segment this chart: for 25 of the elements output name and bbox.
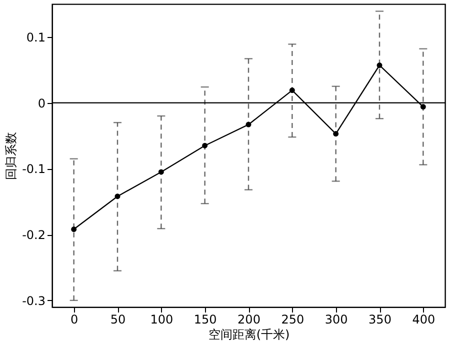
x-tick-label: 350 [368, 312, 392, 326]
x-tick-label: 250 [281, 312, 304, 326]
y-tick-label: -0.2 [22, 228, 46, 242]
x-tick-label: 0 [70, 312, 78, 326]
y-tick-label: -0.3 [22, 294, 46, 308]
y-axis-title: 回归系数 [4, 132, 18, 180]
x-tick-label: 200 [238, 312, 260, 326]
x-tick-label: 300 [324, 312, 348, 326]
point [376, 62, 382, 68]
x-tick-label: 400 [412, 312, 436, 326]
x-tick-label: 150 [194, 312, 217, 326]
x-axis-title: 空间距离(千米) [208, 328, 290, 342]
x-tick-label: 100 [150, 312, 174, 326]
y-tick-label: 0 [38, 96, 46, 110]
point [71, 226, 77, 232]
x-tick-label: 50 [110, 312, 126, 326]
point [289, 88, 295, 94]
point [158, 169, 164, 175]
point [420, 104, 426, 110]
point [333, 131, 339, 136]
point [202, 142, 208, 148]
y-tick-label: 0.1 [26, 30, 46, 44]
point [114, 194, 120, 200]
y-tick-label: -0.1 [22, 162, 46, 176]
point [246, 122, 252, 128]
